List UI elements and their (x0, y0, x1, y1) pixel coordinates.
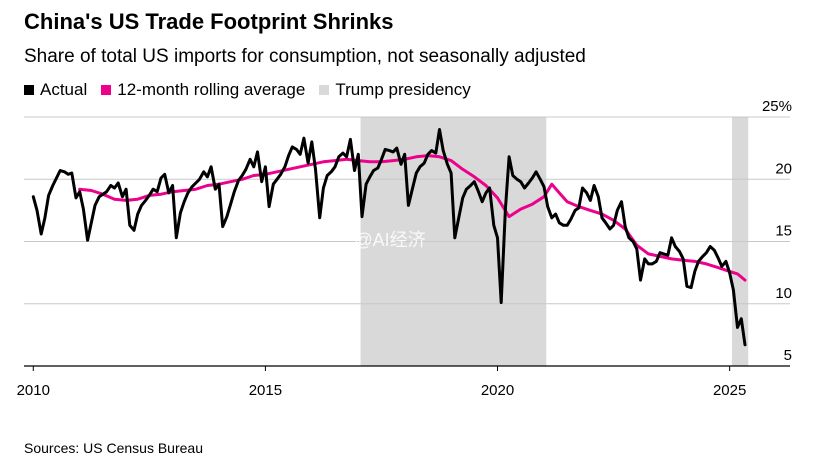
y-axis-labels: 5 10 15 20 25% (762, 98, 792, 364)
x-tick-label-2020: 2020 (481, 382, 514, 399)
watermark-text: @AI经济 (354, 230, 425, 250)
chart-subtitle: Share of total US imports for consumptio… (24, 46, 586, 67)
rolling-average-line (78, 154, 747, 282)
y-tick-label-15: 15 (775, 223, 792, 240)
y-tick-label-5: 5 (784, 347, 792, 364)
y-tick-label-25: 25% (762, 98, 792, 115)
legend-label-actual: Actual (40, 80, 88, 99)
x-tick-label-2010: 2010 (17, 382, 50, 399)
legend-swatch-trump (319, 85, 330, 95)
y-tick-label-20: 20 (775, 160, 792, 177)
legend-swatch-rolling (101, 85, 112, 95)
legend-item-rolling: 12-month rolling average (101, 80, 305, 100)
legend-item-actual: Actual (24, 80, 87, 100)
legend: Actual 12-month rolling average Trump pr… (24, 80, 485, 100)
x-axis: 2010 2015 2020 2025 (17, 365, 790, 399)
series-lines (31, 128, 747, 347)
y-tick-label-10: 10 (775, 285, 792, 302)
x-tick-label-2025: 2025 (713, 382, 746, 399)
source-note: Sources: US Census Bureau (24, 440, 203, 456)
legend-label-trump: Trump presidency (335, 80, 471, 99)
legend-label-rolling: 12-month rolling average (117, 80, 306, 99)
legend-item-trump: Trump presidency (319, 80, 471, 100)
legend-swatch-actual (24, 85, 34, 95)
actual-line (31, 128, 747, 347)
chart-title: China's US Trade Footprint Shrinks (24, 9, 394, 34)
x-tick-label-2015: 2015 (249, 382, 282, 399)
